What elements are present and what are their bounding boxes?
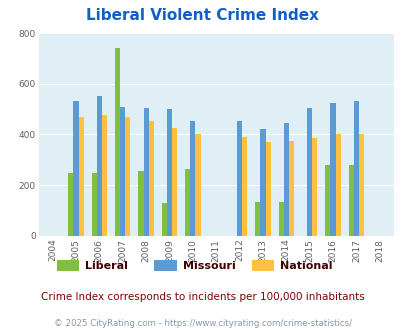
Bar <box>92 173 96 236</box>
Bar <box>166 109 172 236</box>
Bar <box>335 135 340 236</box>
Bar <box>358 135 363 236</box>
Text: Crime Index corresponds to incidents per 100,000 inhabitants: Crime Index corresponds to incidents per… <box>41 292 364 302</box>
Bar <box>306 108 311 236</box>
Bar <box>102 115 107 236</box>
Bar <box>190 120 195 236</box>
Bar <box>78 117 83 236</box>
Bar <box>143 108 148 236</box>
Bar <box>237 120 241 236</box>
Text: Liberal Violent Crime Index: Liberal Violent Crime Index <box>86 8 319 23</box>
Bar <box>330 103 335 236</box>
Text: Missouri: Missouri <box>182 261 235 271</box>
Bar <box>172 128 177 236</box>
Bar <box>265 142 270 236</box>
Bar <box>161 203 166 236</box>
Bar <box>353 102 358 236</box>
Bar <box>195 135 200 236</box>
Bar <box>185 169 190 236</box>
Bar <box>138 171 143 236</box>
Text: Liberal: Liberal <box>85 261 128 271</box>
Text: National: National <box>279 261 332 271</box>
Bar <box>115 48 120 236</box>
Bar <box>255 202 260 236</box>
Bar <box>278 202 283 236</box>
Bar <box>311 138 317 236</box>
Bar <box>73 102 78 236</box>
Bar <box>324 165 330 236</box>
Bar <box>260 129 265 236</box>
Bar <box>68 173 73 236</box>
Bar <box>96 96 102 236</box>
Bar <box>348 165 353 236</box>
Bar <box>120 107 125 236</box>
Bar <box>283 123 288 236</box>
Bar <box>288 141 293 236</box>
Bar <box>148 120 153 236</box>
Bar <box>241 137 247 236</box>
Text: © 2025 CityRating.com - https://www.cityrating.com/crime-statistics/: © 2025 CityRating.com - https://www.city… <box>54 319 351 328</box>
Bar <box>125 117 130 236</box>
